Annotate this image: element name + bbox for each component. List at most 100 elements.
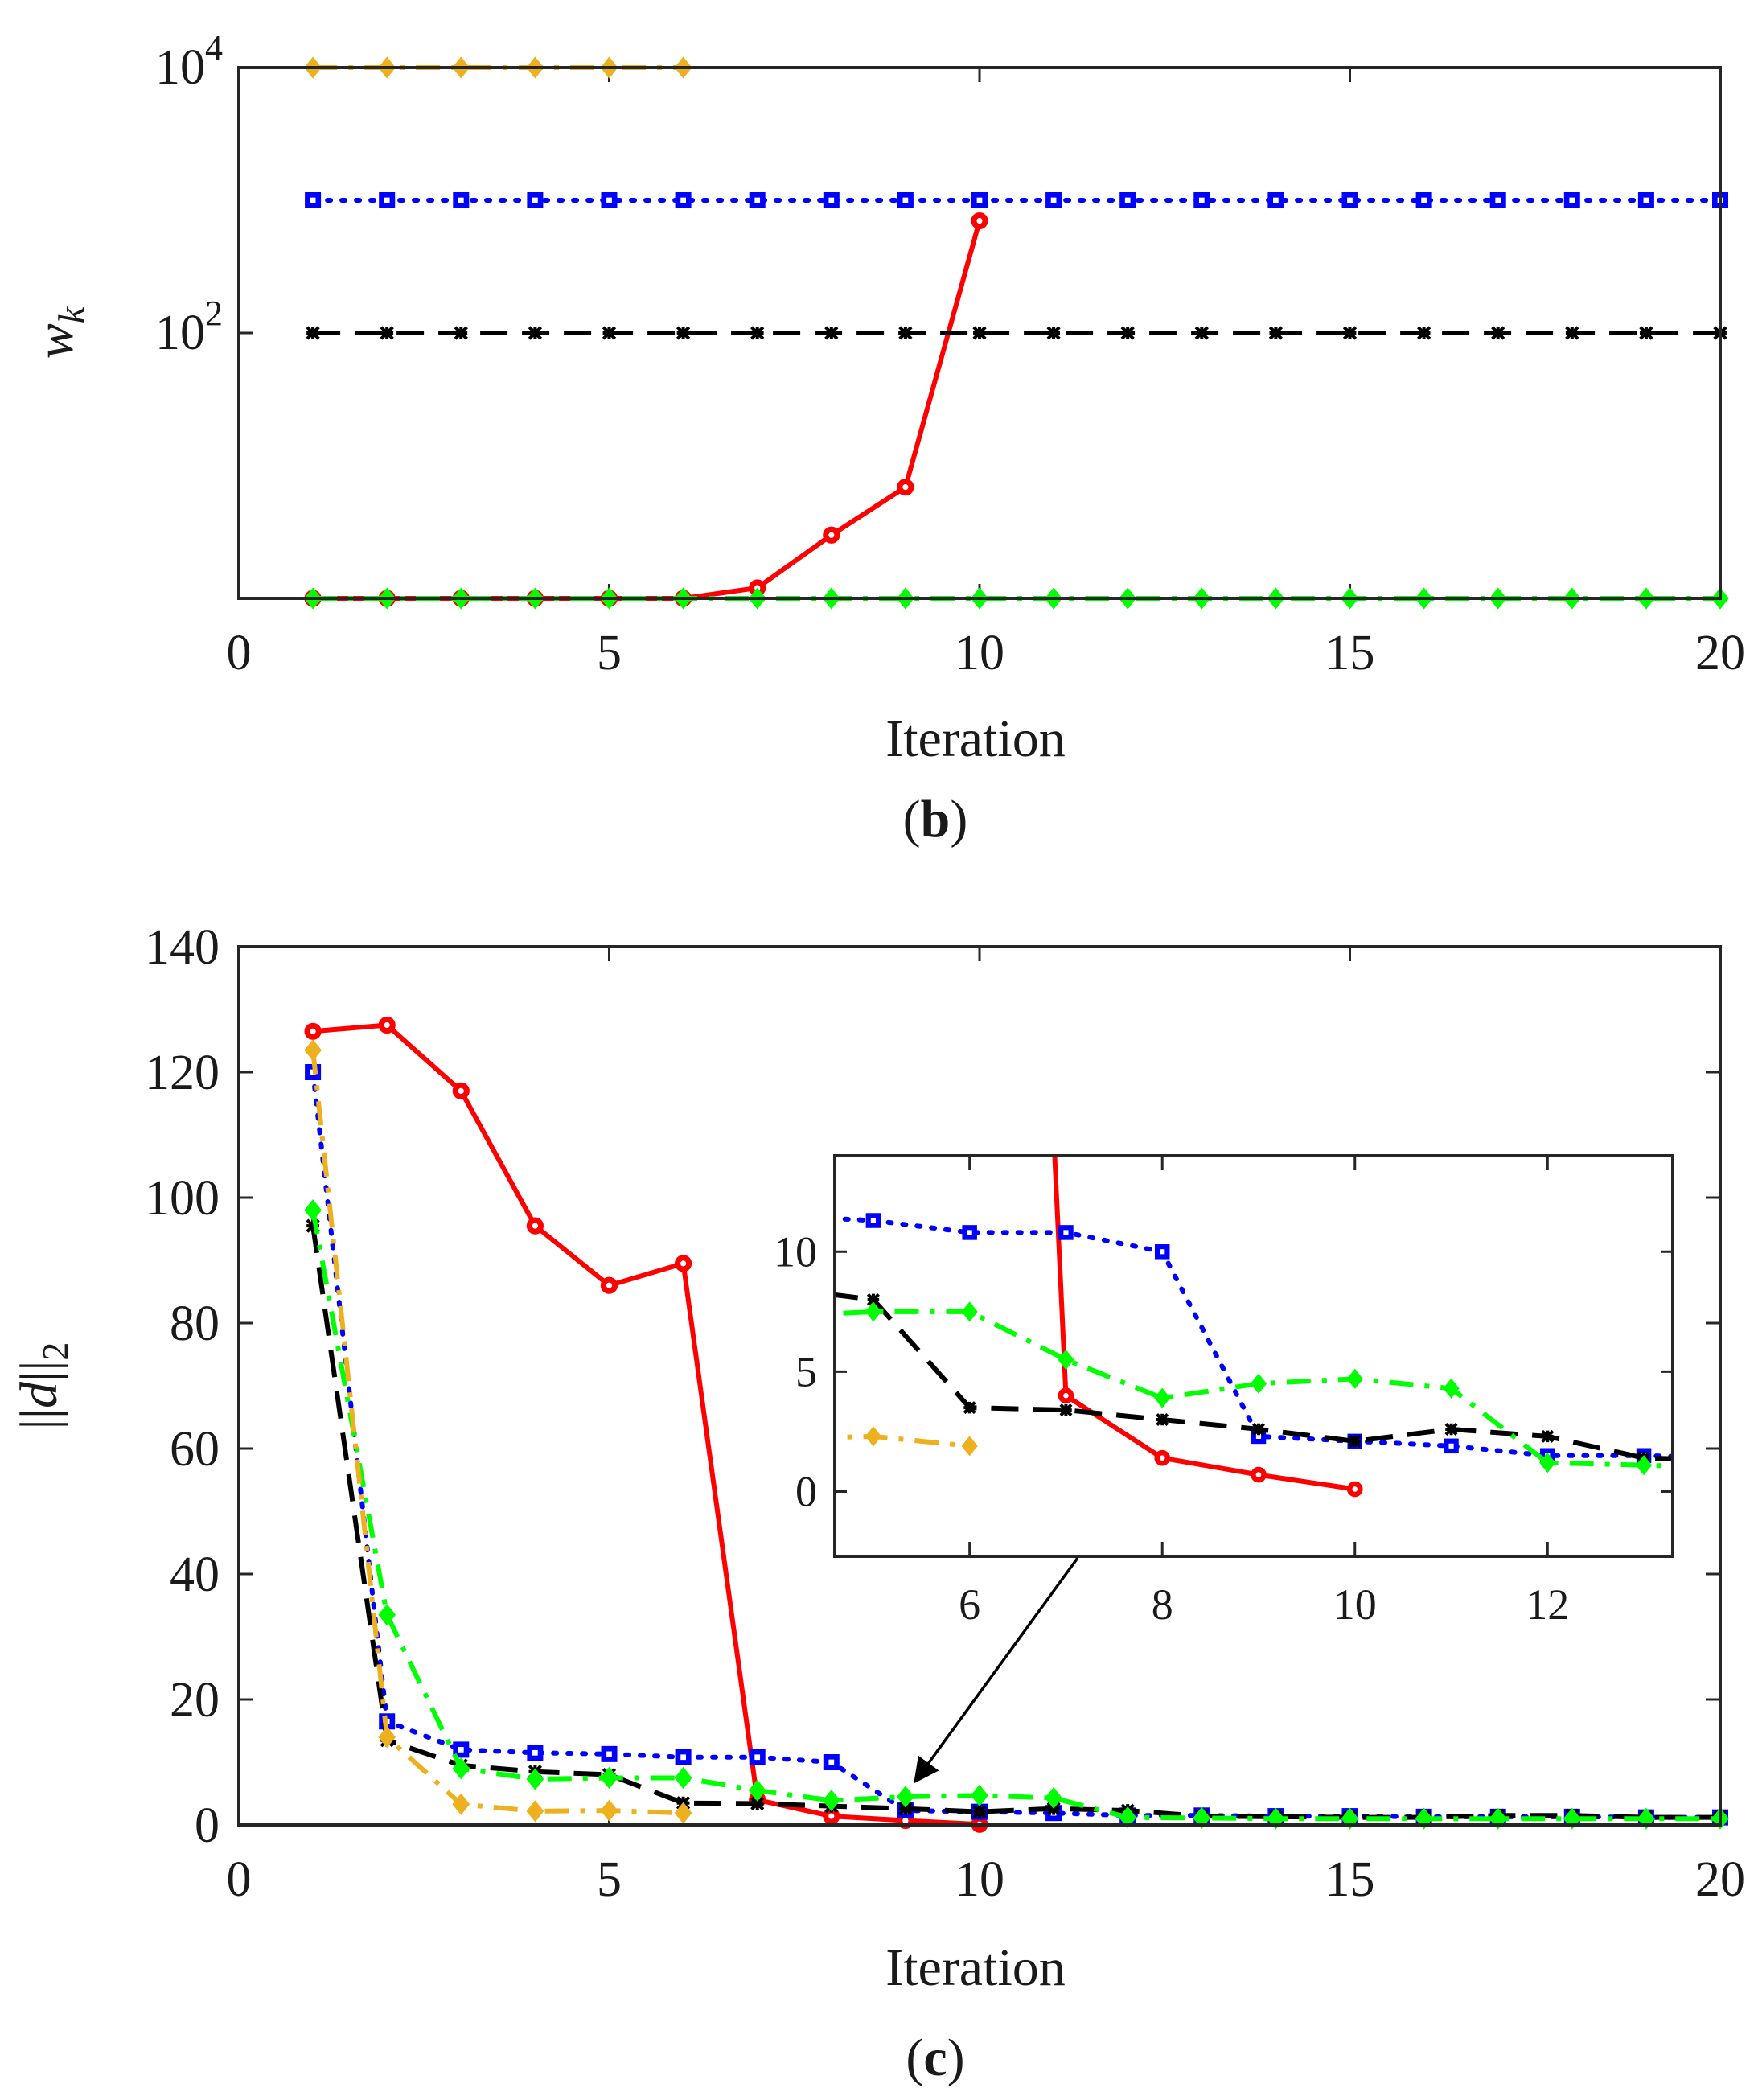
inset-point-black-11 — [1444, 1422, 1458, 1436]
panel-b-point-blue-13-center — [1198, 197, 1205, 203]
inset-pointer-arrow — [914, 1556, 1079, 1784]
panel-c-point-green-11 — [1045, 1786, 1062, 1810]
panel-b-point-black-15 — [1342, 326, 1358, 340]
panel-c-line-blue — [310, 1070, 1723, 1820]
panel-b-point-black-2 — [380, 326, 394, 340]
panel-c-point-green-6 — [674, 1766, 692, 1790]
panel-c-xlabel: Iteration — [885, 1938, 1066, 1997]
panel-c-xtick-label-5: 5 — [597, 1852, 622, 1907]
panel-b-point-black-19 — [1639, 326, 1653, 340]
panel-c-point-red-1-center — [310, 1028, 316, 1034]
panel-c-ytick-label-60: 60 — [170, 1422, 220, 1477]
panel-b-ylabel-base: w — [26, 323, 84, 359]
panel-c-ylabel-sub: 2 — [35, 1342, 76, 1361]
inset-point-green-2 — [577, 680, 592, 697]
inset-point-green-14 — [1733, 1459, 1748, 1477]
panel-c-xtick-label-15: 15 — [1325, 1852, 1375, 1907]
panel-c-ytick-label-0: 0 — [195, 1798, 220, 1853]
panel-b-point-black-3 — [454, 326, 468, 340]
panel-b-point-blue-1-center — [310, 197, 316, 203]
panel-b-xtick-label-0: 0 — [227, 626, 252, 680]
panel-b-point-blue-19-center — [1643, 197, 1649, 203]
panel-c-point-green-7 — [748, 1779, 766, 1802]
panel-b-point-black-17 — [1491, 326, 1505, 340]
panel-b-point-blue-2-center — [384, 197, 390, 203]
inset-point-black-10 — [1348, 1434, 1362, 1448]
panel-c-point-orange-6 — [674, 1802, 692, 1824]
inset-point-green-13 — [1635, 1455, 1653, 1476]
inset-point-blue-3 — [674, 1197, 688, 1210]
panel-b-point-black-1 — [306, 326, 320, 340]
panel-b-point-black-11 — [1046, 326, 1061, 340]
panel-b-point-black-7 — [750, 326, 765, 340]
panel-b-point-black-5 — [602, 326, 617, 340]
inset-point-green-5 — [865, 1301, 881, 1322]
inset-point-orange-2 — [577, 1147, 592, 1165]
panel-c-xtick-label-20: 20 — [1695, 1852, 1745, 1907]
panel-c-ytick-label-80: 80 — [170, 1297, 220, 1351]
panel-c-x-tick-labels: 0 5 10 15 20 — [227, 1852, 1746, 1907]
inset-point-green-7 — [1058, 1349, 1074, 1371]
panel-c-point-green-3 — [452, 1757, 470, 1780]
inset-ytick-label-0: 0 — [795, 1467, 817, 1515]
inset-point-blue-3-center — [678, 1202, 683, 1206]
panel-c-point-red-8-center — [828, 1813, 835, 1819]
panel-c-line-orange — [310, 1050, 684, 1816]
panel-c-ylabel-var: d — [10, 1381, 68, 1408]
panel-b-point-blue-9-center — [902, 197, 909, 203]
panel-b-point-blue-3-center — [458, 197, 464, 203]
panel-c-point-blue-7-center — [754, 1754, 761, 1761]
inset-point-black-12 — [1541, 1429, 1555, 1443]
panel-c-series-orange — [304, 1039, 692, 1824]
panel-c-line-black — [310, 1225, 1720, 1820]
panel-c-point-orange-1 — [304, 1039, 322, 1062]
inset-point-orange-6 — [961, 1436, 978, 1457]
panel-c-ytick-label-100: 100 — [145, 1171, 220, 1226]
inset-point-green-9 — [1250, 1373, 1267, 1394]
panel-b-xtick-label-15: 15 — [1325, 626, 1375, 680]
panel-b-point-black-18 — [1565, 326, 1579, 340]
inset-point-red-8-center — [1159, 1455, 1165, 1461]
inset-point-blue-7-center — [1063, 1230, 1069, 1235]
panel-b-xlabel: Iteration — [885, 709, 1066, 768]
inset-point-red-7-center — [1063, 1392, 1069, 1399]
inset-ticks — [835, 1156, 1673, 1556]
panel-b-point-blue-18-center — [1569, 197, 1575, 203]
panel-c-point-blue-8-center — [828, 1759, 835, 1765]
inset-point-orange-5 — [865, 1426, 881, 1447]
panel-b-ylabel-sub: k — [51, 306, 92, 323]
panel-c-point-red-9-center — [902, 1817, 909, 1824]
inset-line-green — [835, 1309, 1673, 1469]
inset-ytick-label-10: 10 — [774, 1227, 817, 1276]
inset-xtick-label-10: 10 — [1333, 1580, 1377, 1629]
panel-c-point-black-1 — [306, 1218, 320, 1233]
panel-c-ytick-label-140: 140 — [145, 920, 220, 975]
panel-c-point-orange-3 — [452, 1793, 470, 1815]
panel-c-axes-frame — [237, 945, 1722, 1827]
inset-point-black-8 — [1156, 1413, 1169, 1427]
panel-c-point-red-6-center — [680, 1260, 687, 1267]
inset-point-blue-14 — [1734, 1451, 1748, 1465]
inset-point-black-5 — [866, 1292, 880, 1306]
panel-c-point-orange-2 — [378, 1726, 396, 1749]
inset-series-black — [835, 1292, 1673, 1465]
panel-b-y-tick-labels: 102 104 — [155, 28, 223, 360]
panel-b-caption: (b) — [903, 790, 968, 849]
inset-point-red-10-center — [1352, 1486, 1358, 1492]
panel-b-point-blue-17-center — [1495, 197, 1501, 203]
panel-c-point-red-4-center — [532, 1223, 539, 1229]
inset-point-green-6 — [961, 1301, 978, 1322]
panel-b-point-blue-14-center — [1273, 197, 1279, 203]
panel-c-ytick-label-40: 40 — [170, 1547, 220, 1602]
inset-x-tick-labels: 6 8 10 12 — [959, 1580, 1569, 1629]
panel-c-point-red-3-center — [458, 1087, 464, 1094]
panel-c-point-green-9 — [897, 1786, 914, 1808]
panel-b-xtick-label-20: 20 — [1695, 626, 1745, 680]
inset-point-orange-3 — [674, 1403, 688, 1421]
panel-c-point-green-4 — [526, 1768, 544, 1790]
panel-b-point-black-12 — [1120, 326, 1135, 340]
inset-point-blue-14-center — [1738, 1456, 1743, 1461]
panel-c-xtick-label-0: 0 — [227, 1852, 252, 1907]
inset-point-black-9 — [1251, 1422, 1266, 1436]
